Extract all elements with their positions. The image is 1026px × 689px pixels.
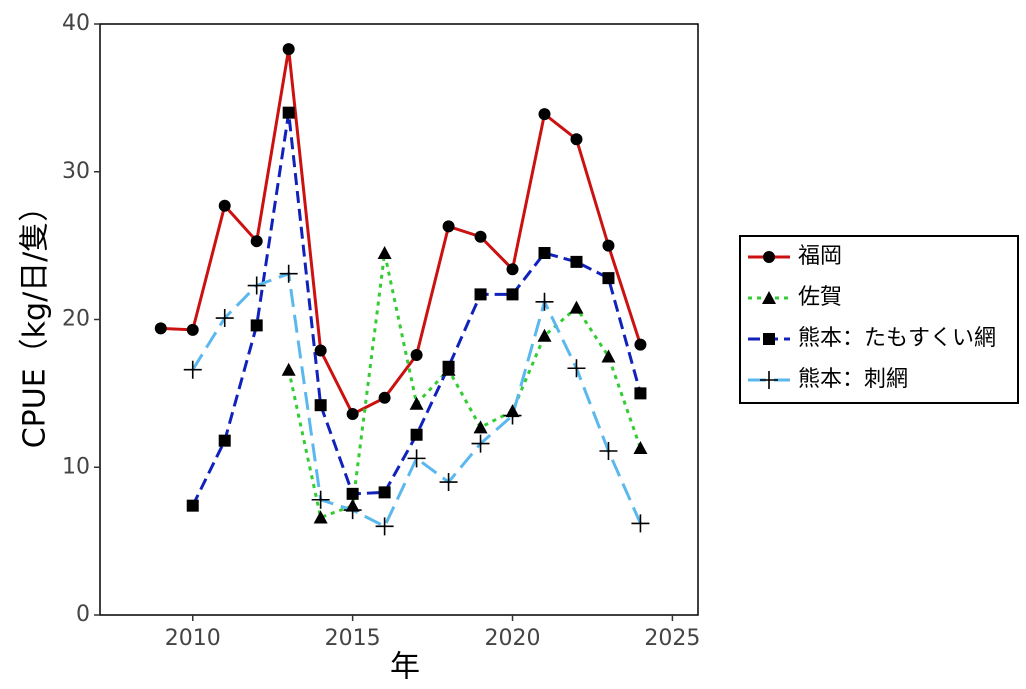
point	[409, 396, 424, 410]
point	[407, 449, 426, 468]
y-tick-label: 40	[62, 11, 90, 36]
y-tick-label: 10	[62, 454, 90, 479]
point	[218, 199, 231, 212]
point	[538, 108, 551, 121]
point	[506, 263, 519, 276]
point	[537, 328, 552, 342]
point	[506, 288, 519, 301]
point	[281, 362, 296, 376]
point	[473, 420, 488, 434]
point	[602, 239, 615, 252]
point	[602, 272, 615, 285]
point	[314, 344, 327, 357]
point	[570, 255, 583, 268]
x-tick-label: 2020	[485, 626, 541, 651]
point	[569, 300, 584, 314]
point	[631, 514, 650, 533]
point	[471, 434, 490, 453]
x-tick-label: 2015	[325, 626, 381, 651]
series-line	[191, 271, 642, 529]
point	[601, 349, 616, 363]
x-tick-label: 2010	[165, 626, 221, 651]
legend-label[interactable]: 熊本：たもすくい網	[798, 326, 996, 351]
y-tick-label: 30	[62, 159, 90, 184]
point	[247, 276, 266, 295]
point	[599, 441, 618, 460]
x-tick-label: 2025	[644, 626, 700, 651]
point	[186, 499, 199, 512]
point	[250, 235, 263, 248]
point	[474, 230, 487, 243]
point	[346, 487, 359, 500]
point	[378, 391, 391, 404]
legend-marker	[760, 371, 778, 389]
point	[378, 486, 391, 499]
point	[538, 247, 551, 260]
point	[410, 348, 423, 361]
point	[186, 323, 199, 336]
point	[218, 434, 231, 447]
series-line	[160, 48, 642, 417]
series-line	[287, 252, 642, 520]
legend-marker	[763, 251, 775, 263]
legend-marker	[762, 291, 776, 304]
point	[570, 133, 583, 146]
point	[215, 309, 234, 328]
point	[634, 387, 647, 400]
point	[311, 490, 330, 509]
point	[183, 360, 202, 379]
point	[634, 338, 647, 351]
point	[313, 510, 328, 524]
point	[314, 399, 327, 412]
point	[377, 246, 392, 260]
y-axis-label: CPUE（kg/日/隻）	[18, 192, 53, 449]
x-axis-label: 年	[390, 650, 420, 685]
point	[375, 517, 394, 536]
point	[442, 360, 455, 373]
point	[535, 292, 554, 311]
legend-box	[739, 235, 1019, 404]
point	[282, 43, 295, 56]
point	[279, 264, 298, 283]
y-tick-label: 0	[76, 602, 90, 627]
point	[346, 408, 359, 421]
point	[250, 319, 263, 332]
y-tick-label: 20	[62, 307, 90, 332]
point	[442, 220, 455, 233]
point	[154, 322, 167, 335]
point	[439, 473, 458, 492]
legend-label[interactable]: 熊本：刺網	[798, 367, 908, 392]
point	[503, 406, 522, 425]
point	[633, 441, 648, 455]
legend-marker	[763, 333, 775, 345]
point	[343, 501, 362, 520]
point	[410, 428, 423, 441]
point	[567, 359, 586, 378]
point	[282, 106, 295, 119]
legend-label[interactable]: 佐賀	[798, 285, 842, 310]
point	[474, 288, 487, 301]
legend-label[interactable]: 福岡	[798, 244, 842, 269]
